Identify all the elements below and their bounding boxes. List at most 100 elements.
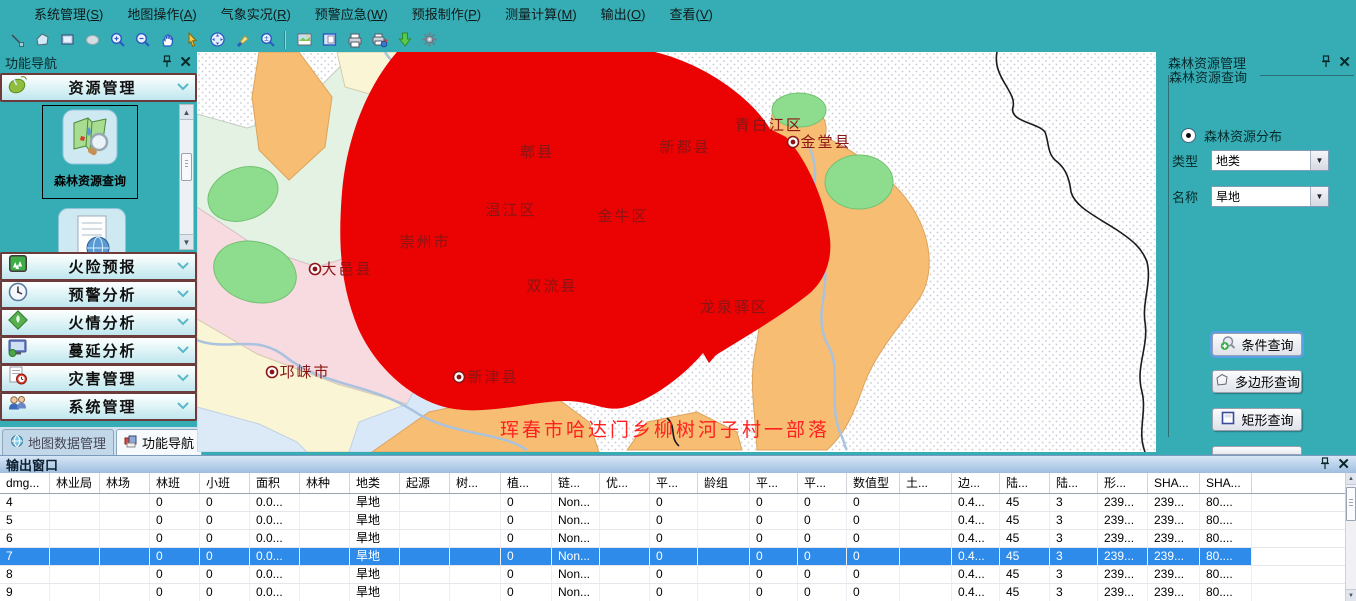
scroll-down-icon[interactable]: ▼ (180, 234, 193, 249)
menu-item-5[interactable]: 测量计算(M) (505, 7, 577, 22)
column-header[interactable]: 林场 (100, 473, 150, 493)
condition-query-button[interactable]: 条件查询 (1212, 333, 1302, 356)
scroll-thumb[interactable] (1346, 487, 1356, 521)
section-system-mgmt[interactable]: 系统管理 (0, 392, 197, 421)
print-icon[interactable] (345, 31, 363, 49)
column-header[interactable]: 形... (1098, 473, 1148, 493)
scroll-thumb[interactable] (181, 153, 192, 181)
scroll-up-icon[interactable]: ▲ (180, 105, 193, 120)
close-icon[interactable]: ✕ (1337, 456, 1350, 473)
column-header[interactable]: 陆... (1050, 473, 1098, 493)
section-warning-analysis[interactable]: 预警分析 (0, 280, 197, 309)
zoom-full-extent-icon[interactable] (208, 31, 226, 49)
pan-icon[interactable] (158, 31, 176, 49)
identify-brush-icon[interactable] (233, 31, 251, 49)
name-select[interactable]: 旱地 ▼ (1211, 186, 1330, 207)
save-down-icon[interactable] (395, 31, 413, 49)
rectangle-tool-icon[interactable] (58, 31, 76, 49)
close-icon[interactable]: ✕ (179, 54, 192, 71)
section-fire-risk-forecast[interactable]: 火险预报 (0, 252, 197, 281)
pin-icon[interactable] (162, 54, 172, 71)
zoom-out-icon[interactable] (133, 31, 151, 49)
menu-item-3[interactable]: 预警应急(W) (314, 7, 388, 22)
scroll-up-icon[interactable]: ▲ (1346, 473, 1356, 485)
column-header[interactable]: 地类 (350, 473, 400, 493)
column-header[interactable]: 边... (952, 473, 1000, 493)
menu-item-2[interactable]: 气象实况(R) (220, 7, 291, 22)
menu-item-4[interactable]: 预报制作(P) (411, 7, 482, 22)
menu-item-6[interactable]: 输出(O) (600, 7, 646, 22)
column-header[interactable]: 优... (600, 473, 650, 493)
column-header[interactable]: 土... (900, 473, 952, 493)
column-header[interactable]: 链... (552, 473, 600, 493)
column-header[interactable]: 植... (501, 473, 552, 493)
column-header[interactable]: 林种 (300, 473, 350, 493)
column-header[interactable]: 面积 (250, 473, 300, 493)
table-row[interactable]: 9 0 0 0.0... 旱地 0 Non... 0 0 0 0 0.4... 45 3 239... 239… (0, 584, 1346, 601)
radio-forest-distribution[interactable]: 森林资源分布 (1181, 126, 1282, 145)
column-header[interactable]: 树... (450, 473, 501, 493)
map-window-icon[interactable] (320, 31, 338, 49)
pin-icon[interactable] (1321, 54, 1331, 71)
section-disaster-mgmt[interactable]: 灾害管理 (0, 364, 197, 393)
type-select[interactable]: 地类 ▼ (1211, 150, 1330, 171)
line-tool-icon[interactable] (8, 31, 26, 49)
section-resource-mgmt[interactable]: 资源管理 (0, 73, 197, 102)
column-header[interactable]: 陆... (1000, 473, 1050, 493)
close-icon[interactable]: ✕ (1338, 54, 1351, 71)
nav-scrollbar[interactable]: ▲ ▼ (179, 104, 194, 250)
chevron-down-icon[interactable] (176, 258, 190, 276)
zoom-in-icon[interactable] (108, 31, 126, 49)
table-scrollbar[interactable]: ▲ ▼ (1345, 473, 1356, 601)
table-row[interactable]: 8 0 0 0.0... 旱地 0 Non... 0 0 0 0 0.4... 45 3 239... 239… (0, 566, 1346, 584)
settings-gear-icon[interactable] (420, 31, 438, 49)
rect-query-button[interactable]: 矩形查询 (1212, 408, 1302, 431)
column-header[interactable]: dmg... (0, 473, 50, 493)
polygon-tool-icon[interactable] (33, 31, 51, 49)
select-arrow-icon[interactable] (183, 31, 201, 49)
ellipse-tool-icon[interactable] (83, 31, 101, 49)
pin-icon[interactable] (1320, 456, 1330, 473)
polygon-query-button[interactable]: 多边形查询 (1212, 370, 1302, 393)
output-table[interactable]: dmg... 林业局 林场 林班 小班 面积 林种 地类 起源 树... 植... 链... 优... 平… (0, 473, 1346, 601)
table-row[interactable]: 7 0 0 0.0... 旱地 0 Non... 0 0 0 0 0.4... 45 3 239... 239… (0, 548, 1346, 566)
radio-icon[interactable] (1181, 128, 1196, 143)
column-header[interactable]: SHA... (1200, 473, 1252, 493)
chevron-down-icon[interactable]: ▼ (1310, 187, 1329, 206)
menu-item-7[interactable]: 查看(V) (669, 7, 713, 22)
column-header[interactable]: 起源 (400, 473, 450, 493)
column-header[interactable]: SHA... (1148, 473, 1200, 493)
chevron-down-icon[interactable] (176, 398, 190, 416)
print-setup-icon[interactable] (370, 31, 388, 49)
chevron-down-icon[interactable] (176, 370, 190, 388)
scroll-down-icon[interactable]: ▼ (1346, 589, 1356, 601)
section-fire-analysis[interactable]: 火情分析 (0, 308, 197, 337)
map-view[interactable]: 郫县 新都县 青白江区 金堂县 温江区 金牛区 崇州市 双流县 龙泉驿区 大邑县 邛崃市 新津县 珲春… (196, 51, 1156, 453)
column-header[interactable]: 林班 (150, 473, 200, 493)
export-image-icon[interactable] (295, 31, 313, 49)
chevron-down-icon[interactable] (176, 286, 190, 304)
zoom-window-icon[interactable]: ± (258, 31, 276, 49)
column-header[interactable]: 林业局 (50, 473, 100, 493)
column-header[interactable]: 龄组 (698, 473, 750, 493)
nav-item-report-icon[interactable] (58, 208, 126, 252)
menu-item-0[interactable]: 系统管理(S) (34, 7, 104, 22)
chevron-down-icon[interactable] (176, 342, 190, 360)
table-row[interactable]: 4 0 0 0.0... 旱地 0 Non... 0 0 0 0 0.4... 45 3 239... 239… (0, 494, 1346, 512)
column-header[interactable]: 小班 (200, 473, 250, 493)
column-header[interactable]: 平... (750, 473, 798, 493)
partial-button[interactable] (1212, 446, 1302, 455)
chevron-down-icon[interactable]: ▼ (1310, 151, 1329, 170)
table-row[interactable]: 5 0 0 0.0... 旱地 0 Non... 0 0 0 0 0.4... 45 3 239... 239… (0, 512, 1346, 530)
tab-map-data-mgmt[interactable]: 地图数据管理 (2, 429, 115, 455)
column-header[interactable]: 平... (650, 473, 698, 493)
tab-function-nav[interactable]: 功能导航 (116, 429, 203, 455)
column-header[interactable]: 平... (798, 473, 847, 493)
chevron-down-icon[interactable] (176, 314, 190, 332)
column-header[interactable]: 数值型 (847, 473, 900, 493)
menu-item-1[interactable]: 地图操作(A) (127, 7, 197, 22)
table-row[interactable]: 6 0 0 0.0... 旱地 0 Non... 0 0 0 0 0.4... 45 3 239... 239… (0, 530, 1346, 548)
nav-item-forest-resource-query[interactable]: 森林资源查询 (42, 105, 138, 199)
chevron-down-icon[interactable] (176, 79, 190, 97)
